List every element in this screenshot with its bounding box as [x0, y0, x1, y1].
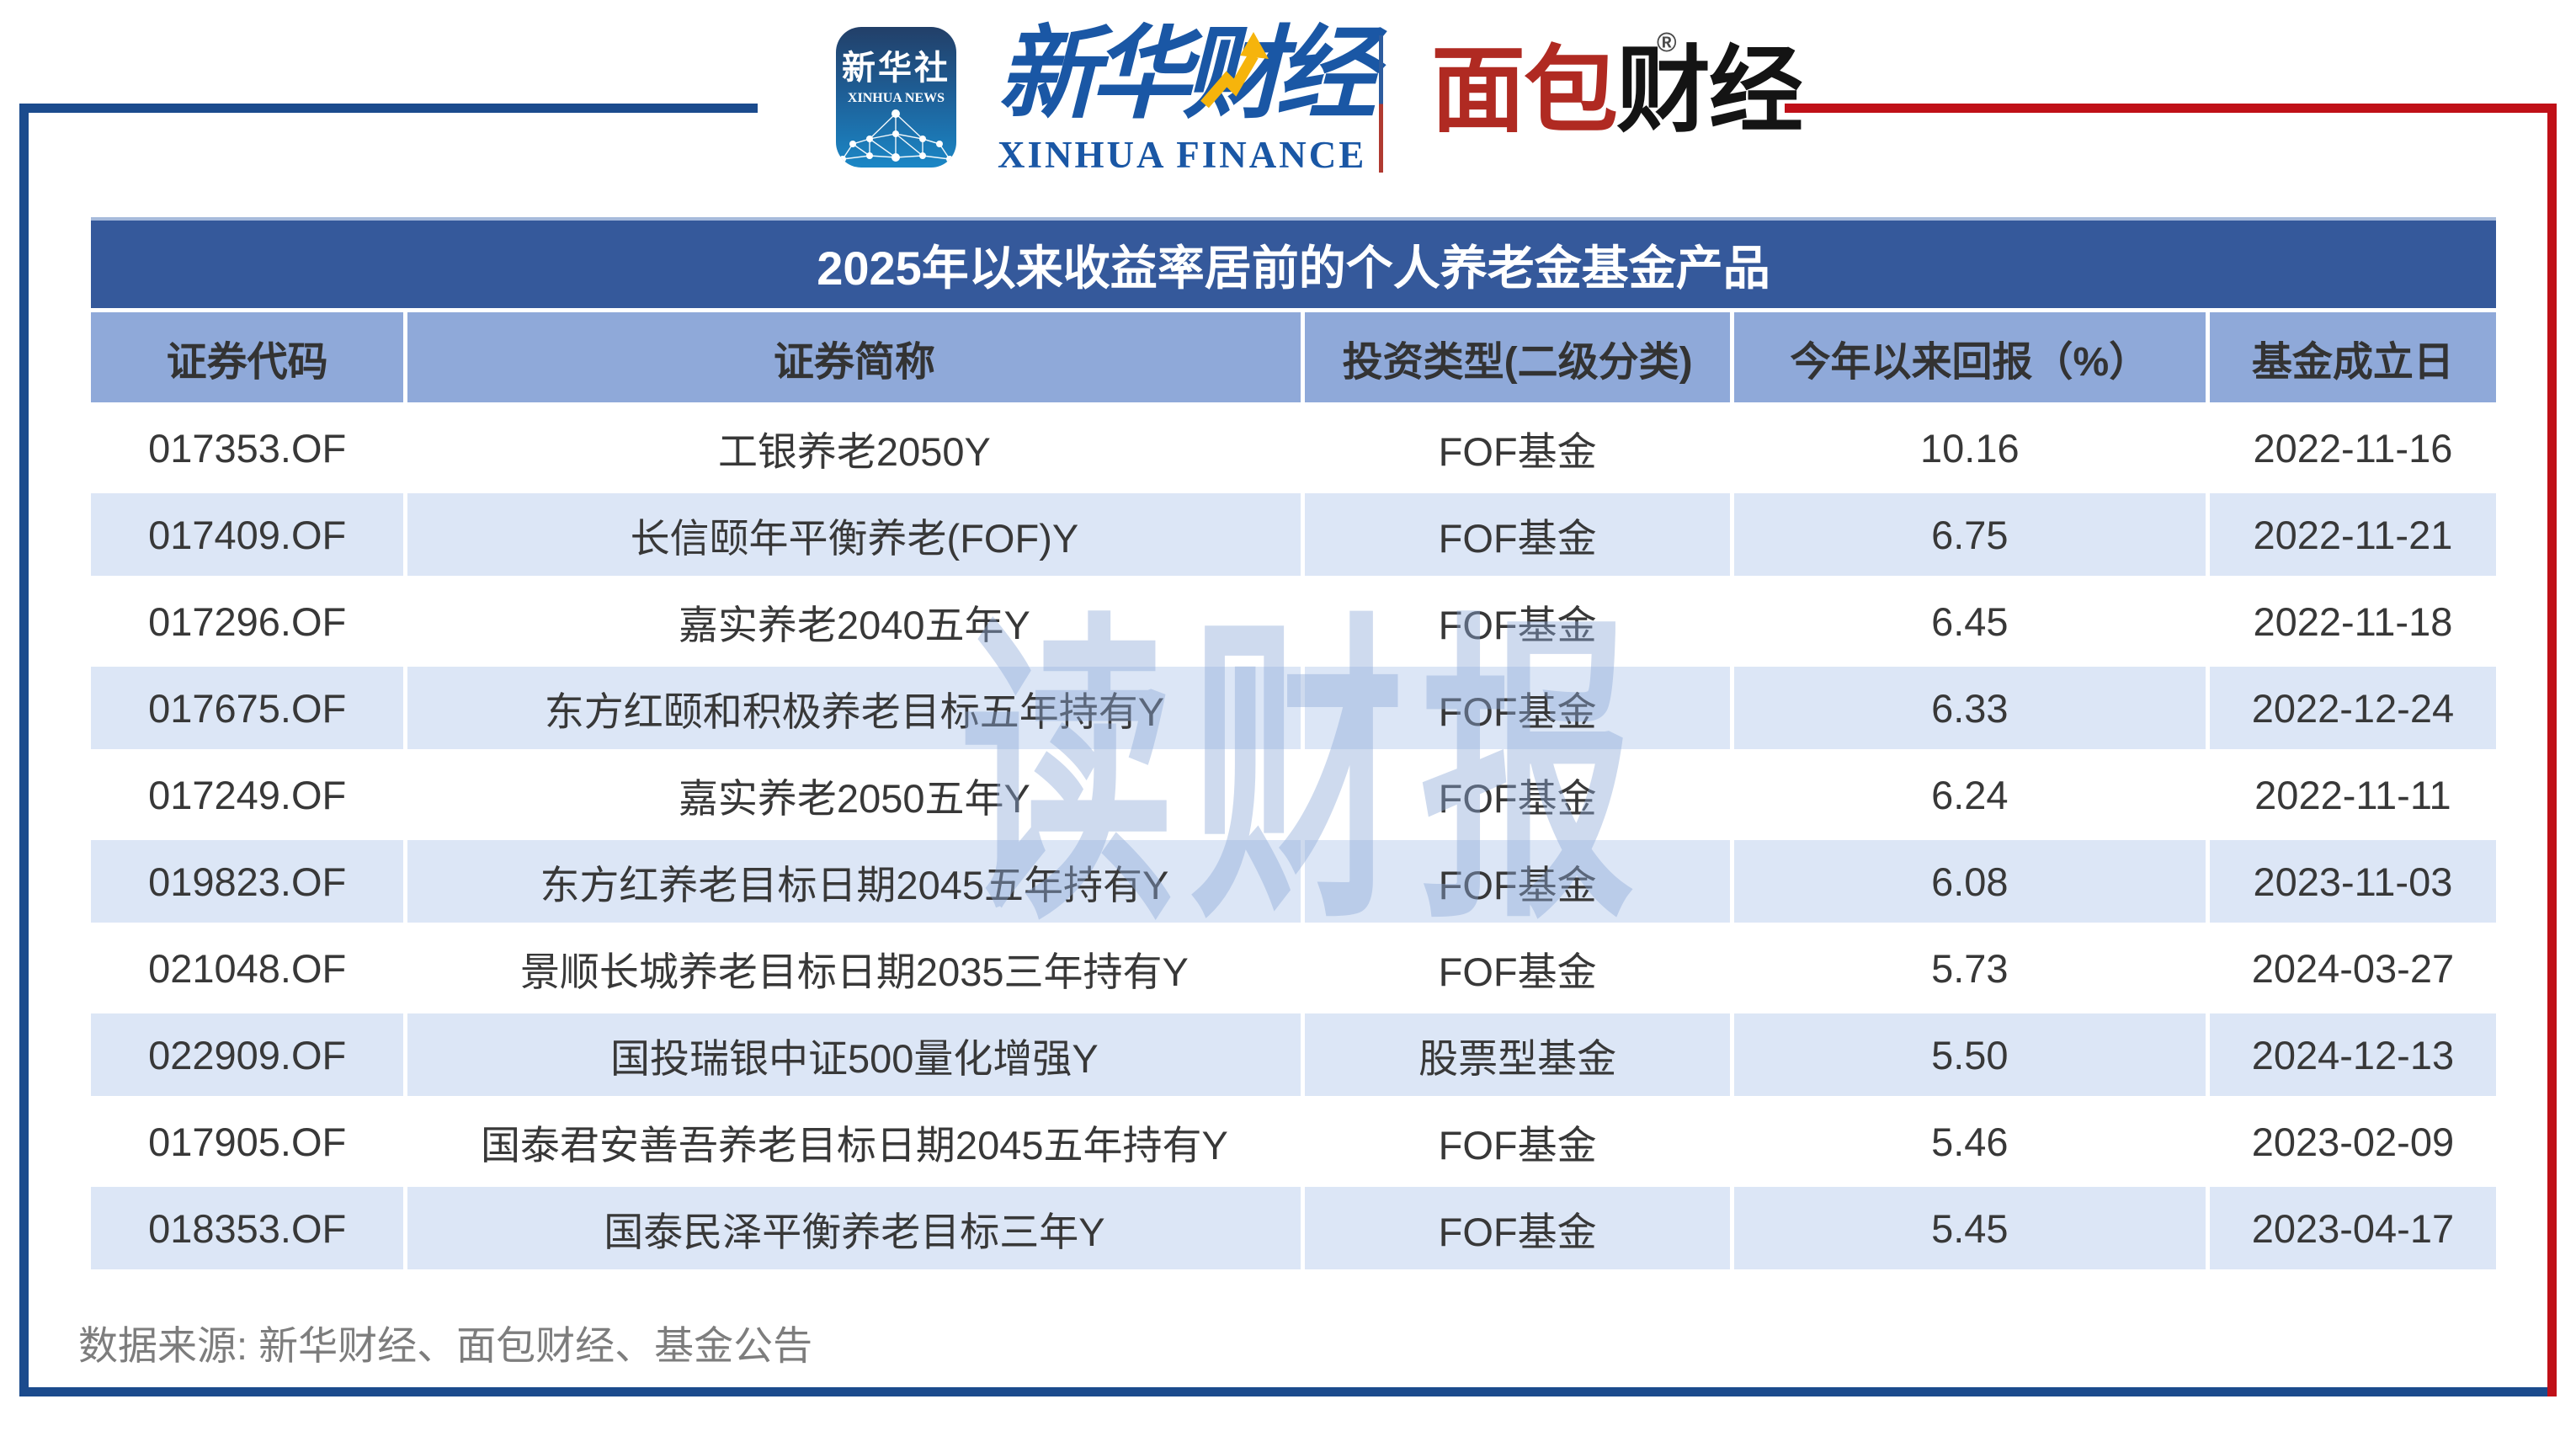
cell-code: 017296.OF: [86, 576, 408, 667]
table-row: 017409.OF 长信颐年平衡养老(FOF)Y FOF基金 6.75 2022-11-…: [86, 489, 2501, 580]
col-header-name: 证券简称: [403, 308, 1306, 407]
cell-name: 嘉实养老2040五年Y: [403, 576, 1306, 667]
table-row: 017296.OF 嘉实养老2040五年Y FOF基金 6.45 2022-11-18: [86, 576, 2501, 667]
cell-name: 国泰君安善吾养老目标日期2045五年持有Y: [403, 1096, 1306, 1187]
table-row: 021048.OF 景顺长城养老目标日期2035三年持有Y FOF基金 5.73 202…: [86, 923, 2501, 1013]
xinhua-finance-cn: 新华财经: [998, 18, 1376, 130]
gold-arrow-icon: [1200, 32, 1269, 109]
cell-name: 国投瑞银中证500量化增强Y: [403, 1009, 1306, 1100]
xinhua-icon-subtitle: XINHUA NEWS: [847, 91, 945, 105]
table-row: 017675.OF 东方红颐和积极养老目标五年持有Y FOF基金 6.33 2022-1…: [86, 662, 2501, 753]
col-header-code: 证券代码: [86, 308, 408, 407]
cell-type: FOF基金: [1301, 402, 1734, 493]
table-row: 017249.OF 嘉实养老2050五年Y FOF基金 6.24 2022-11-11: [86, 749, 2501, 840]
cell-type: FOF基金: [1301, 923, 1734, 1013]
table-row: 018353.OF 国泰民泽平衡养老目标三年Y FOF基金 5.45 2023-04-1…: [86, 1183, 2501, 1274]
table-header-row: 证券代码 证券简称 投资类型(二级分类) 今年以来回报（%） 基金成立日: [86, 308, 2501, 407]
cell-name: 东方红颐和积极养老目标五年持有Y: [403, 662, 1306, 753]
cell-return: 5.46: [1729, 1096, 2210, 1187]
cell-code: 021048.OF: [86, 923, 408, 1013]
cell-code: 017675.OF: [86, 662, 408, 753]
cell-inception: 2023-11-03: [2205, 836, 2501, 927]
registered-trademark-icon: ®: [1657, 27, 1677, 57]
table-row: 017353.OF 工银养老2050Y FOF基金 10.16 2022-11-16: [86, 402, 2501, 493]
cell-inception: 2022-11-11: [2205, 749, 2501, 840]
mianbao-finance-logo: 面包财经 ®: [1431, 27, 1803, 138]
cell-return: 10.16: [1729, 402, 2210, 493]
cell-name: 景顺长城养老目标日期2035三年持有Y: [403, 923, 1306, 1013]
cell-inception: 2022-11-18: [2205, 576, 2501, 667]
cell-return: 6.08: [1729, 836, 2210, 927]
cell-inception: 2023-04-17: [2205, 1183, 2501, 1274]
frame-right-line: [2547, 104, 2557, 1396]
cell-type: FOF基金: [1301, 836, 1734, 927]
cell-inception: 2024-03-27: [2205, 923, 2501, 1013]
cell-name: 东方红养老目标日期2045五年持有Y: [403, 836, 1306, 927]
xinhua-finance-logo: 新华财经 XINHUA FINANCE: [998, 24, 1381, 177]
xinhua-icon-title: 新华社: [842, 50, 950, 87]
cell-code: 022909.OF: [86, 1009, 408, 1100]
cell-name: 嘉实养老2050五年Y: [403, 749, 1306, 840]
cell-code: 018353.OF: [86, 1183, 408, 1274]
cell-type: FOF基金: [1301, 1096, 1734, 1187]
cell-inception: 2022-11-16: [2205, 402, 2501, 493]
cell-type: FOF基金: [1301, 489, 1734, 580]
cell-code: 017905.OF: [86, 1096, 408, 1187]
cell-return: 6.33: [1729, 662, 2210, 753]
cell-code: 017409.OF: [86, 489, 408, 580]
cell-return: 5.50: [1729, 1009, 2210, 1100]
mianbao-cn-red: 面包: [1431, 38, 1618, 143]
network-dome-icon: [839, 109, 953, 162]
frame-bottom-line: [19, 1387, 2557, 1396]
cell-inception: 2023-02-09: [2205, 1096, 2501, 1187]
mianbao-cn-black: 财经: [1616, 38, 1803, 143]
cell-type: FOF基金: [1301, 662, 1734, 753]
col-header-return: 今年以来回报（%）: [1729, 308, 2210, 407]
frame-top-left-line: [19, 104, 758, 113]
xinhua-news-app-icon: 新华社 XINHUA NEWS: [836, 27, 956, 168]
cell-return: 5.73: [1729, 923, 2210, 1013]
table-title: 2025年以来收益率居前的个人养老金基金产品: [87, 217, 2500, 312]
cell-code: 019823.OF: [86, 836, 408, 927]
cell-type: 股票型基金: [1301, 1009, 1734, 1100]
cell-type: FOF基金: [1301, 576, 1734, 667]
table-title-row: 2025年以来收益率居前的个人养老金基金产品: [87, 217, 2500, 312]
cell-return: 5.45: [1729, 1183, 2210, 1274]
frame-top-right-line: [1785, 104, 2557, 113]
cell-inception: 2022-12-24: [2205, 662, 2501, 753]
table-row: 019823.OF 东方红养老目标日期2045五年持有Y FOF基金 6.08 2023…: [86, 836, 2501, 927]
cell-return: 6.24: [1729, 749, 2210, 840]
logo-divider: [1379, 35, 1383, 173]
xinhua-finance-en: XINHUA FINANCE: [998, 134, 1367, 176]
data-source-note: 数据来源: 新华财经、面包财经、基金公告: [78, 1323, 813, 1368]
col-header-type: 投资类型(二级分类): [1301, 308, 1734, 407]
cell-inception: 2022-11-21: [2205, 489, 2501, 580]
mianbao-finance-wordmark: 面包财经: [1431, 44, 1803, 138]
cell-return: 6.45: [1729, 576, 2210, 667]
frame-left-line: [19, 104, 29, 1396]
table-row: 022909.OF 国投瑞银中证500量化增强Y 股票型基金 5.50 2024-12-…: [86, 1009, 2501, 1100]
cell-type: FOF基金: [1301, 1183, 1734, 1274]
cell-name: 工银养老2050Y: [403, 402, 1306, 493]
cell-inception: 2024-12-13: [2205, 1009, 2501, 1100]
cell-name: 国泰民泽平衡养老目标三年Y: [403, 1183, 1306, 1274]
col-header-inception: 基金成立日: [2205, 308, 2501, 407]
cell-code: 017353.OF: [86, 402, 408, 493]
cell-code: 017249.OF: [86, 749, 408, 840]
cell-return: 6.75: [1729, 489, 2210, 580]
cell-name: 长信颐年平衡养老(FOF)Y: [403, 489, 1306, 580]
cell-type: FOF基金: [1301, 749, 1734, 840]
fund-table: 2025年以来收益率居前的个人养老金基金产品 证券代码 证券简称 投资类型(二级…: [86, 217, 2501, 1274]
table-row: 017905.OF 国泰君安善吾养老目标日期2045五年持有Y FOF基金 5.46 2…: [86, 1096, 2501, 1187]
